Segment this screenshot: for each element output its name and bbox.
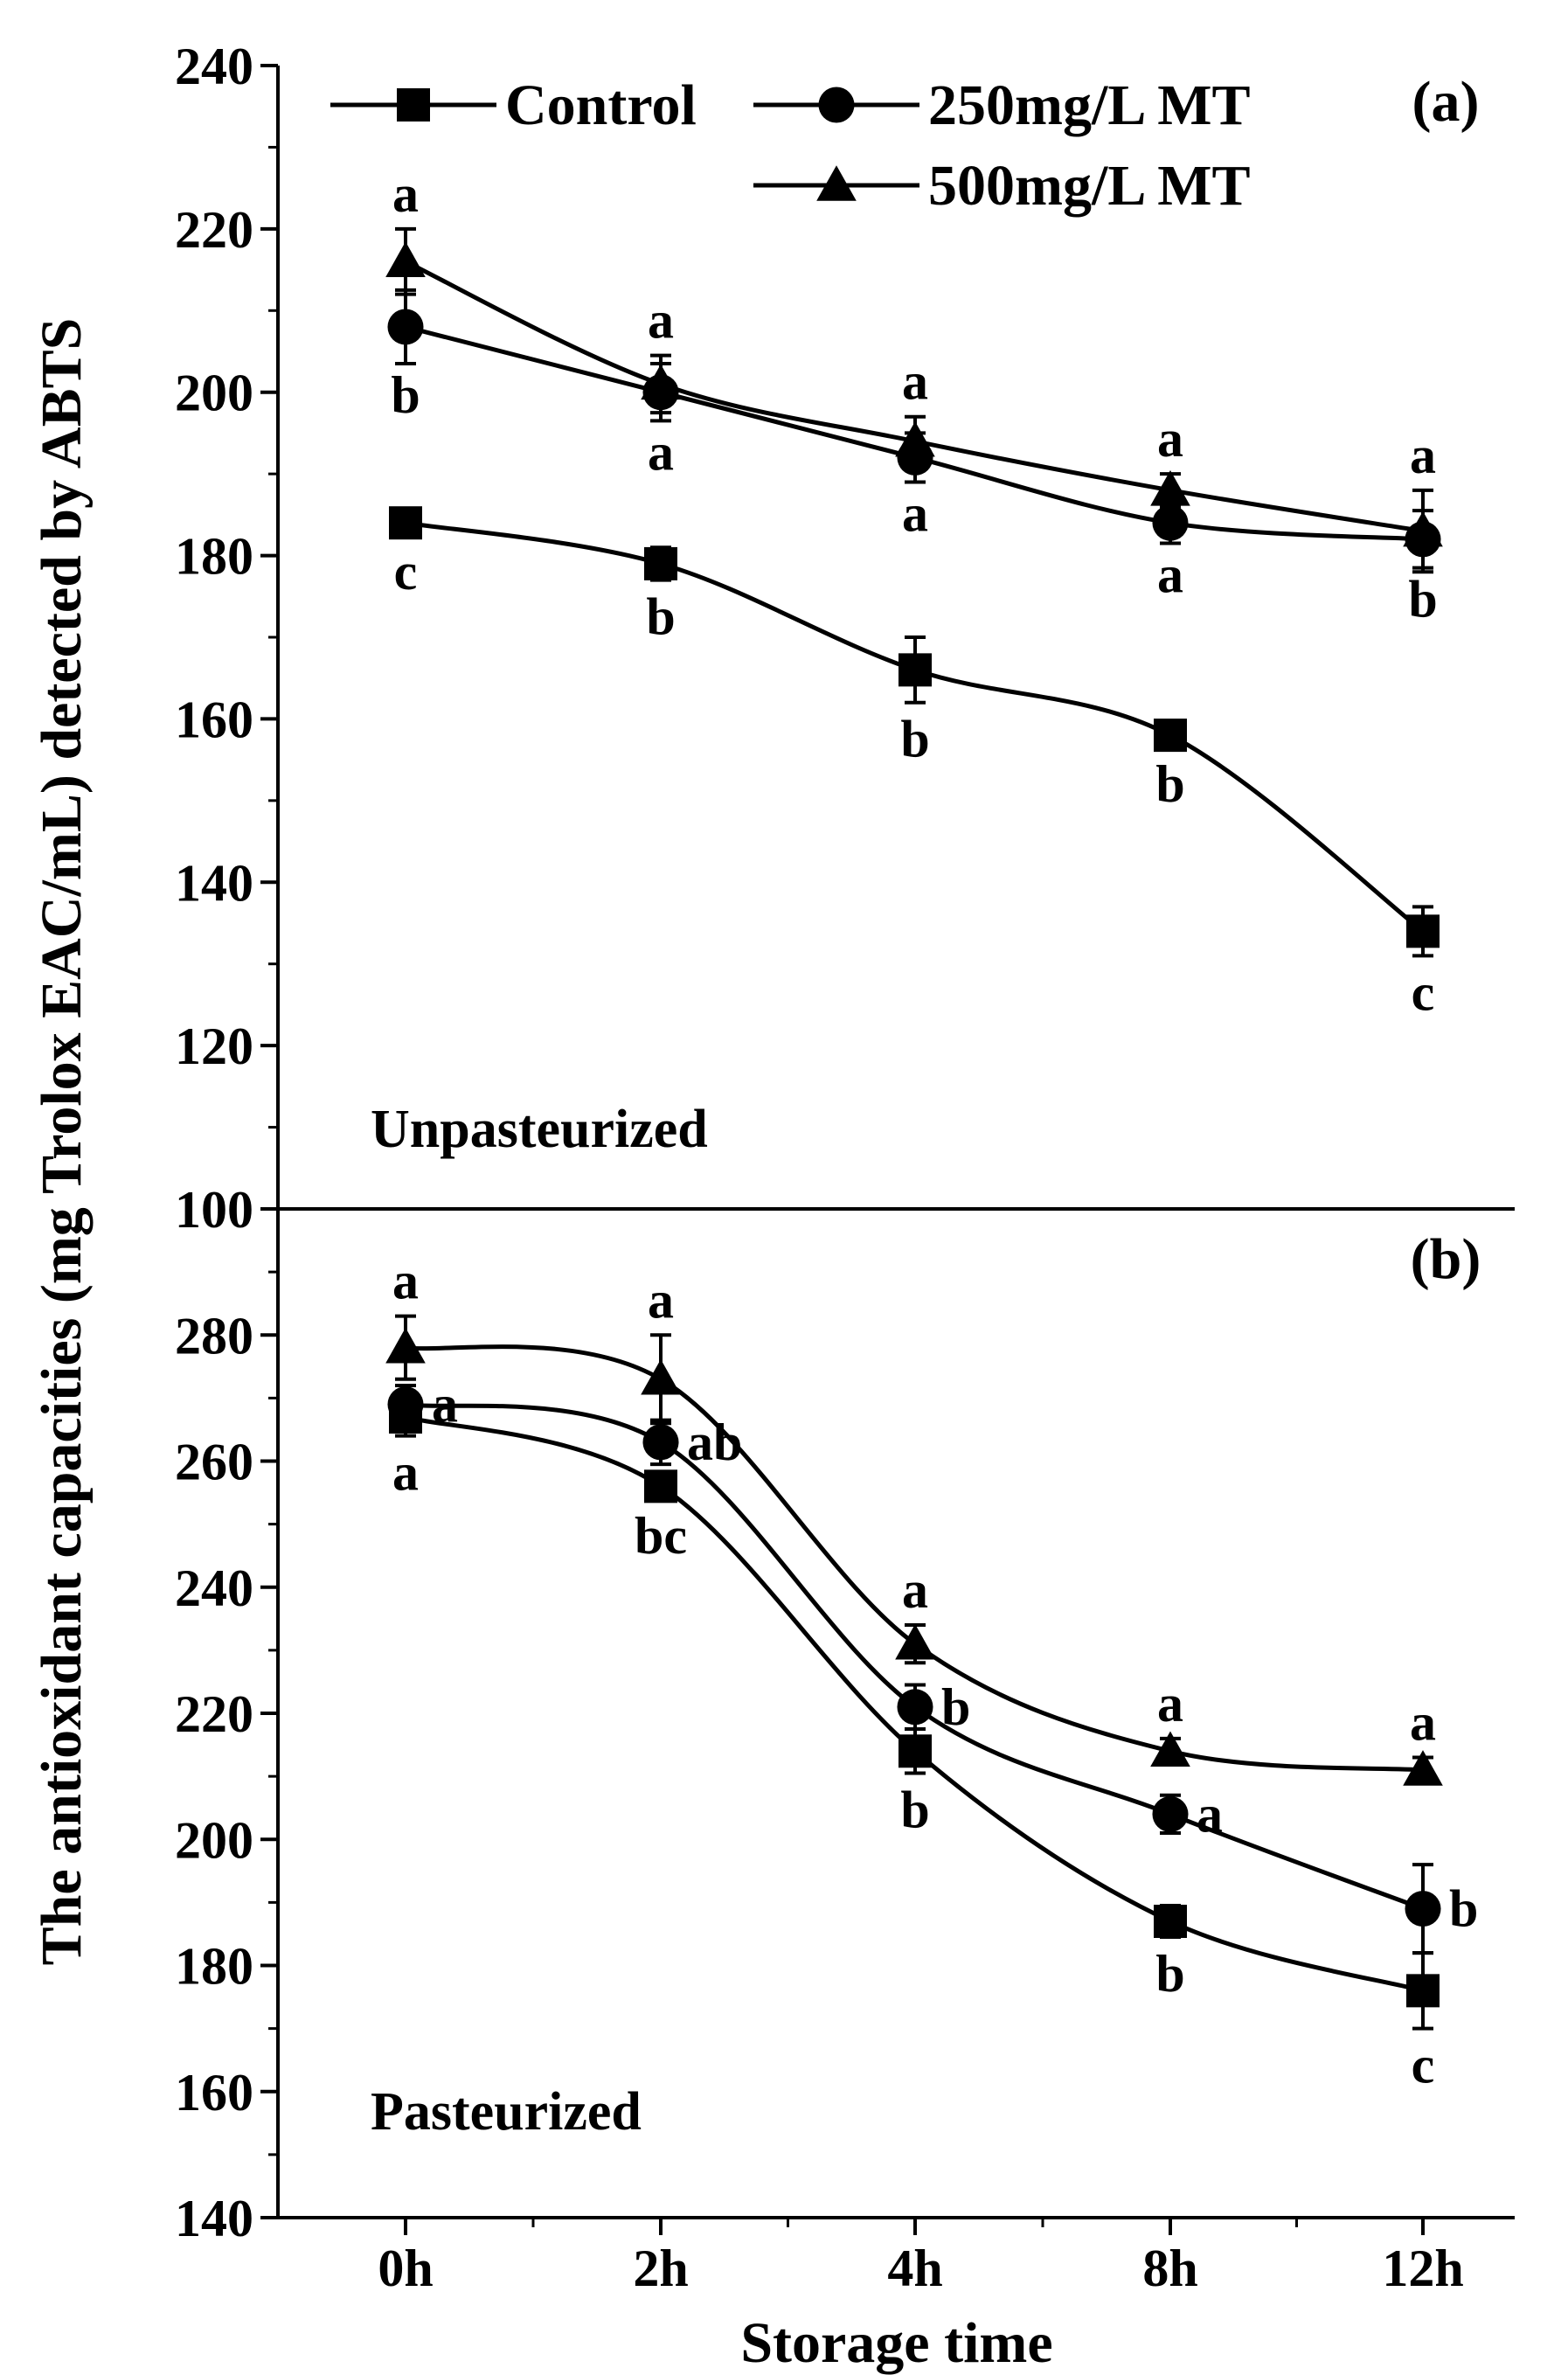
point-a-500mg-l-mt-0h [385,241,426,278]
point-a-500mg-l-mt-2h [641,364,681,400]
point-b-250mg-l-mt-4h [897,1689,933,1726]
sig-letter-b-control-4h: b [900,1781,929,1839]
y-tick-label-b-220: 220 [175,1685,253,1743]
condition-label-a: Unpasteurized [371,1100,708,1159]
y-tick-label-a-240: 240 [175,38,253,95]
sig-letter-b-250mg-l-mt-0h: a [432,1376,458,1434]
point-b-500mg-l-mt-2h [641,1358,681,1395]
text-labels: 0h 2h 4h 8h 12h Storage time The antioxidant c… [30,38,1481,2375]
legend-marker-control [397,88,430,122]
y-tick-label-b-140: 140 [175,2190,253,2247]
sig-letter-b-500mg-l-mt-2h: a [648,1271,674,1329]
y-axis-title: The antioxidant capacities (mg Trolox EA… [30,318,94,1966]
y-tick-label-b-280: 280 [175,1307,253,1365]
x-tick-label-8h: 8h [1142,2240,1197,2297]
sig-letter-a-500mg-l-mt-12h: a [1410,427,1436,484]
sig-letter-b-control-0h: a [392,1444,419,1502]
legend-marker-250mg-l-mt [818,87,855,123]
y-tick-label-b-180: 180 [175,1938,253,1996]
y-tick-label-a-200: 200 [175,365,253,422]
sig-letter-a-control-8h: b [1155,755,1184,813]
plot-frame [276,66,1515,2219]
point-b-500mg-l-mt-8h [1150,1731,1190,1767]
point-a-500mg-l-mt-8h [1150,470,1190,506]
sig-letter-b-control-12h: c [1412,2037,1435,2094]
sig-letter-a-control-2h: b [646,588,675,646]
y-tick-label-a-100: 100 [175,1181,253,1239]
sig-letter-a-250mg-l-mt-12h: b [1408,571,1437,628]
panel-label-b: (b) [1411,1227,1481,1291]
sig-letter-b-250mg-l-mt-8h: a [1197,1785,1223,1843]
y-tick-label-a-220: 220 [175,201,253,259]
y-tick-label-a-180: 180 [175,528,253,586]
y-tick-label-b-160: 160 [175,2064,253,2122]
sig-letter-b-control-2h: bc [635,1507,687,1565]
point-b-control-2h [644,1469,677,1503]
y-tick-label-a-120: 120 [175,1017,253,1075]
condition-label-b: Pasteurized [371,2082,642,2142]
sig-letter-a-500mg-l-mt-4h: a [902,353,928,411]
y-tick-label-b-260: 260 [175,1434,253,1491]
y-tick-label-b-200: 200 [175,1811,253,1869]
sig-letter-b-250mg-l-mt-12h: b [1449,1880,1478,1938]
point-a-control-4h [898,653,932,687]
legend-marker-500mg-l-mt [816,165,857,201]
sig-letter-b-500mg-l-mt-0h: a [392,1253,419,1310]
sig-letter-a-control-0h: c [394,543,418,601]
sig-letter-b-500mg-l-mt-12h: a [1410,1693,1436,1751]
point-a-control-0h [389,506,422,540]
point-a-500mg-l-mt-12h [1403,510,1443,547]
point-a-250mg-l-mt-0h [387,309,424,345]
legend-label-500mg-l-mt: 500mg/L MT [928,154,1251,218]
y-tick-label-a-160: 160 [175,691,253,748]
sig-letter-a-500mg-l-mt-0h: a [392,165,419,223]
point-b-control-12h [1406,1974,1440,2008]
sig-letter-b-500mg-l-mt-8h: a [1157,1675,1183,1733]
point-b-500mg-l-mt-4h [895,1623,935,1660]
point-a-control-8h [1154,719,1187,753]
legend-label-control: Control [505,73,697,137]
x-tick-label-4h: 4h [887,2240,942,2297]
point-b-250mg-l-mt-2h [642,1424,679,1461]
sig-letter-a-250mg-l-mt-0h: b [391,366,420,424]
x-tick-label-2h: 2h [633,2240,688,2297]
point-a-250mg-l-mt-8h [1152,504,1189,541]
sig-letter-a-500mg-l-mt-2h: a [648,292,674,350]
axis-ticks [260,64,1425,2235]
sig-letter-b-500mg-l-mt-4h: a [902,1561,928,1619]
legend: Control 250mg/L MT 500mg/L MT [330,73,1251,218]
point-b-control-4h [898,1734,932,1768]
point-a-control-12h [1406,914,1440,948]
point-b-500mg-l-mt-0h [385,1327,426,1364]
point-a-control-2h [644,546,677,580]
point-b-control-8h [1154,1905,1187,1939]
sig-letter-b-control-8h: b [1155,1945,1184,2003]
point-b-250mg-l-mt-0h [387,1386,424,1423]
sig-letter-b-250mg-l-mt-4h: b [941,1678,970,1736]
legend-label-250mg-l-mt: 250mg/L MT [928,73,1251,137]
point-b-500mg-l-mt-12h [1403,1750,1443,1786]
sig-letter-a-250mg-l-mt-8h: a [1157,546,1183,604]
point-b-250mg-l-mt-12h [1405,1891,1441,1927]
x-tick-label-0h: 0h [378,2240,433,2297]
sig-letter-a-control-4h: b [900,711,929,768]
sig-letter-a-500mg-l-mt-8h: a [1157,410,1183,468]
y-tick-label-b-240: 240 [175,1559,253,1617]
series-markers [385,226,1443,2031]
point-a-500mg-l-mt-4h [895,420,935,457]
point-b-250mg-l-mt-8h [1152,1795,1189,1832]
sig-letter-a-250mg-l-mt-4h: a [902,484,928,542]
sig-letter-b-250mg-l-mt-2h: ab [687,1413,742,1471]
y-tick-label-a-140: 140 [175,854,253,912]
sig-letter-a-control-12h: c [1412,963,1435,1021]
x-axis-title: Storage time [740,2311,1052,2375]
sig-letter-a-250mg-l-mt-2h: a [648,423,674,481]
x-tick-label-12h: 12h [1382,2240,1463,2297]
panel-label-a: (a) [1412,70,1480,134]
